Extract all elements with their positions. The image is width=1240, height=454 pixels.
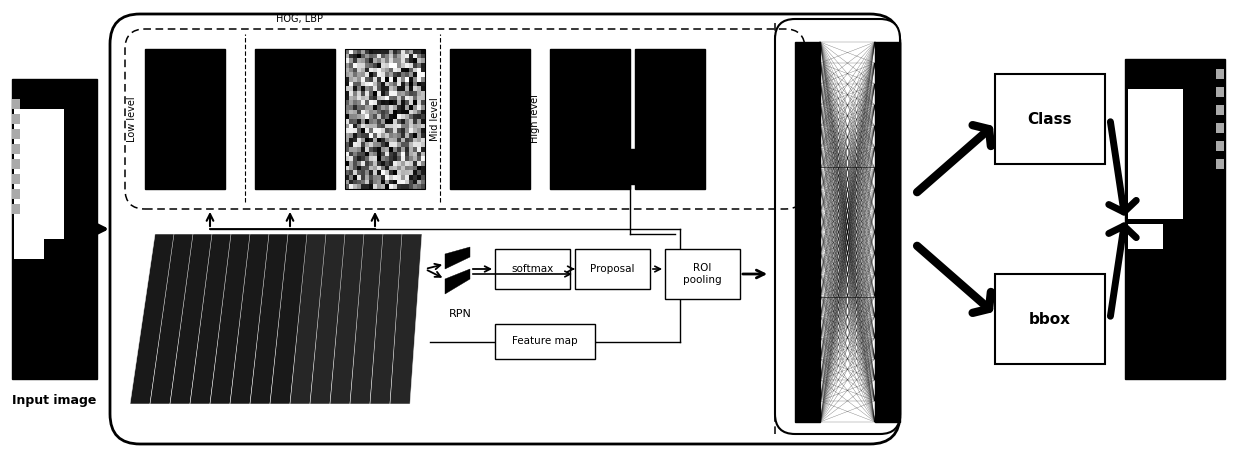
Bar — [1216, 69, 1224, 79]
Polygon shape — [370, 234, 403, 404]
Bar — [12, 189, 20, 199]
Bar — [875, 42, 900, 422]
Bar — [12, 159, 20, 169]
Bar — [12, 174, 20, 184]
Bar — [495, 249, 570, 289]
Polygon shape — [229, 234, 270, 404]
Bar — [665, 249, 740, 299]
Text: Feature map: Feature map — [512, 336, 578, 346]
Bar — [12, 144, 20, 154]
Bar — [450, 49, 529, 189]
Bar — [635, 49, 706, 189]
Bar — [1216, 141, 1224, 151]
Bar — [1128, 224, 1163, 249]
Polygon shape — [330, 234, 365, 404]
Text: Low level: Low level — [126, 96, 136, 142]
Bar — [345, 49, 425, 189]
Bar — [1216, 159, 1224, 169]
Text: HOG, LBP: HOG, LBP — [277, 14, 324, 24]
Bar — [1216, 123, 1224, 133]
Bar — [1216, 87, 1224, 97]
Polygon shape — [130, 234, 175, 404]
Polygon shape — [150, 234, 193, 404]
Bar — [1216, 105, 1224, 115]
Bar — [12, 99, 20, 109]
FancyBboxPatch shape — [110, 14, 900, 444]
Polygon shape — [445, 247, 470, 269]
Bar — [12, 204, 20, 214]
Text: Proposal: Proposal — [590, 264, 635, 274]
Polygon shape — [250, 234, 289, 404]
Bar — [14, 109, 64, 239]
Text: softmax: softmax — [511, 264, 553, 274]
Polygon shape — [445, 269, 470, 294]
Bar — [1128, 89, 1183, 219]
Text: Input image: Input image — [12, 394, 97, 407]
Polygon shape — [170, 234, 213, 404]
Text: High level: High level — [529, 94, 539, 143]
Polygon shape — [210, 234, 250, 404]
Bar — [795, 42, 820, 422]
Polygon shape — [391, 234, 422, 404]
Polygon shape — [350, 234, 384, 404]
Bar — [575, 249, 650, 289]
Text: RPN: RPN — [449, 309, 471, 319]
Bar — [600, 149, 660, 184]
Bar — [12, 114, 20, 124]
Polygon shape — [270, 234, 308, 404]
Bar — [495, 324, 595, 359]
Bar — [12, 129, 20, 139]
Bar — [255, 49, 335, 189]
Bar — [551, 49, 630, 189]
Bar — [1125, 59, 1225, 379]
Bar — [994, 74, 1105, 164]
Bar — [994, 274, 1105, 364]
Polygon shape — [290, 234, 327, 404]
Polygon shape — [310, 234, 346, 404]
Bar — [12, 79, 97, 379]
Text: Mid level: Mid level — [430, 97, 440, 141]
Text: ROI
pooling: ROI pooling — [683, 263, 722, 285]
Polygon shape — [190, 234, 232, 404]
Text: Class: Class — [1028, 112, 1073, 127]
Bar — [14, 234, 43, 259]
Bar — [145, 49, 224, 189]
FancyBboxPatch shape — [775, 19, 900, 434]
Text: bbox: bbox — [1029, 311, 1071, 326]
